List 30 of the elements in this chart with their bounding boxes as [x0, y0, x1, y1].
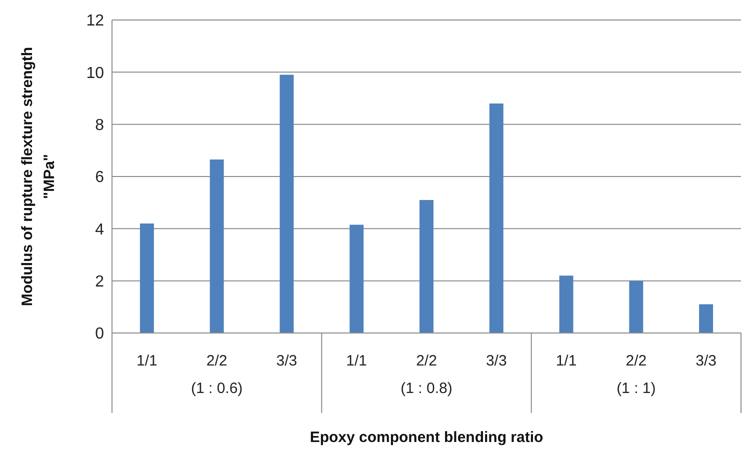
x-tick-label: 2/2	[206, 352, 228, 370]
bar	[559, 276, 574, 333]
bar	[350, 224, 364, 333]
text: (1 : 1)	[616, 380, 656, 397]
x-tick-label: 2/2	[416, 352, 437, 370]
x-axis-title: Epoxy component blending ratio	[310, 429, 544, 446]
y-tick-label: 10	[86, 64, 104, 82]
text: (1 : 0.8)	[400, 380, 452, 397]
x-tick-label: 1/1	[556, 352, 577, 370]
y-axis-title: Modulus of rupture flexture strength "MPa"	[19, 46, 58, 306]
x-tick-label: 3/3	[486, 352, 507, 370]
bar	[489, 103, 504, 333]
y-tick-label: 12	[86, 12, 104, 30]
x-tick-label: 1/1	[346, 352, 368, 370]
bar	[280, 74, 294, 333]
bar	[629, 280, 644, 333]
y-tick-label: 8	[95, 117, 104, 134]
y-tick-label: 0	[95, 326, 104, 343]
x-tick-label: 2/2	[626, 352, 647, 370]
x-tick-label: 3/3	[696, 352, 716, 370]
x-tick-label: 1/1	[136, 352, 158, 370]
y-tick-label: 2	[95, 274, 104, 291]
bar	[210, 160, 224, 333]
bar	[699, 304, 714, 333]
x-tick-label: 3/3	[276, 352, 298, 370]
y-tick-label: 4	[95, 221, 104, 238]
y-tick-label: 6	[95, 169, 104, 186]
text: (1 : 0.6)	[190, 380, 243, 397]
bar	[420, 200, 434, 333]
bar	[140, 223, 154, 333]
